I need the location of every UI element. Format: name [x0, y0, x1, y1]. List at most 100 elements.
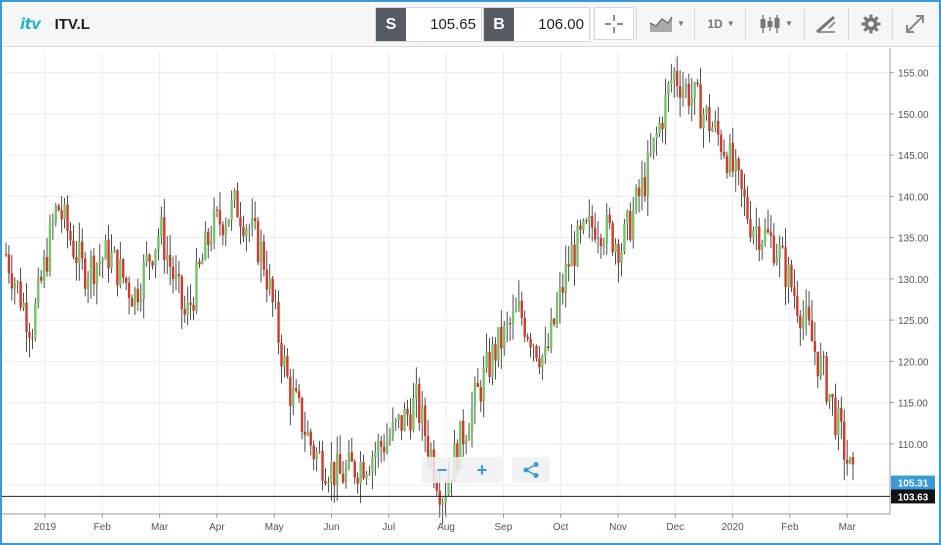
candle-body[interactable] [227, 219, 230, 226]
candle-body[interactable] [344, 467, 348, 483]
candle-body[interactable] [734, 158, 737, 172]
candle-body[interactable] [268, 278, 271, 290]
candle-body[interactable] [335, 454, 339, 486]
candle-body[interactable] [86, 279, 90, 289]
candle-body[interactable] [497, 326, 500, 361]
candle-body[interactable] [426, 435, 430, 457]
candle-body[interactable] [10, 273, 14, 289]
candle-body[interactable] [300, 397, 304, 432]
candle-body[interactable] [409, 414, 412, 431]
candle-body[interactable] [631, 210, 635, 240]
candle-body[interactable] [505, 323, 509, 326]
candle-body[interactable] [239, 217, 242, 227]
zoom-in-button[interactable]: + [476, 459, 488, 480]
candle-body[interactable] [658, 122, 661, 134]
candle-body[interactable] [640, 177, 644, 197]
candle-body[interactable] [544, 346, 547, 356]
candle-body[interactable] [242, 226, 245, 237]
candle-body[interactable] [716, 120, 720, 135]
candle-body[interactable] [315, 451, 318, 460]
candle-body[interactable] [459, 420, 462, 470]
candle-body[interactable] [708, 107, 711, 131]
candle-body[interactable] [72, 240, 75, 257]
candle-body[interactable] [473, 382, 477, 407]
candle-body[interactable] [157, 235, 160, 250]
candle-body[interactable] [116, 249, 119, 286]
candle-body[interactable] [429, 449, 433, 457]
candle-body[interactable] [81, 241, 84, 259]
candle-body[interactable] [491, 343, 494, 378]
candle-body[interactable] [561, 287, 565, 293]
candle-body[interactable] [127, 282, 131, 299]
candle-body[interactable] [479, 386, 482, 402]
candle-body[interactable] [233, 190, 236, 200]
candle-body[interactable] [365, 473, 368, 479]
candle-body[interactable] [511, 311, 515, 325]
candle-body[interactable] [66, 204, 69, 232]
candle-body[interactable] [388, 436, 392, 442]
candle-body[interactable] [168, 254, 172, 267]
candle-body[interactable] [330, 461, 333, 483]
candle-body[interactable] [576, 225, 579, 266]
candle-body[interactable] [567, 264, 570, 267]
candle-body[interactable] [711, 127, 714, 131]
candle-body[interactable] [746, 197, 749, 220]
candle-body[interactable] [834, 397, 837, 436]
candle-body[interactable] [385, 441, 389, 453]
candle-body[interactable] [297, 391, 301, 398]
candle-body[interactable] [646, 153, 650, 197]
candle-body[interactable] [470, 406, 474, 434]
candle-body[interactable] [737, 158, 740, 171]
candle-body[interactable] [784, 247, 787, 287]
candle-body[interactable] [303, 431, 307, 436]
candle-body[interactable] [552, 318, 556, 325]
candle-body[interactable] [16, 281, 19, 284]
candle-body[interactable] [75, 256, 78, 263]
candle-body[interactable] [649, 152, 652, 154]
candle-body[interactable] [605, 214, 609, 245]
candle-body[interactable] [69, 231, 72, 241]
candle-body[interactable] [529, 338, 532, 348]
candle-body[interactable] [822, 355, 825, 357]
candle-body[interactable] [28, 332, 31, 338]
candle-body[interactable] [467, 433, 471, 441]
sell-button[interactable]: S 105.65 [375, 7, 482, 42]
candle-body[interactable] [790, 264, 793, 288]
fullscreen-button[interactable] [899, 7, 931, 40]
candle-body[interactable] [174, 274, 178, 280]
candle-body[interactable] [207, 231, 210, 245]
candle-body[interactable] [441, 502, 444, 505]
candle-body[interactable] [749, 219, 752, 238]
candle-body[interactable] [189, 302, 192, 305]
candle-body[interactable] [122, 259, 125, 278]
candle-body[interactable] [719, 134, 723, 153]
candle-body[interactable] [626, 210, 629, 224]
candle-body[interactable] [39, 276, 43, 281]
candle-body[interactable] [796, 296, 799, 316]
candle-body[interactable] [397, 415, 400, 421]
candle-body[interactable] [294, 388, 298, 392]
candle-body[interactable] [382, 446, 386, 453]
crosshair-button[interactable] [594, 7, 634, 40]
candle-body[interactable] [614, 243, 617, 253]
candle-body[interactable] [215, 209, 219, 211]
candle-body[interactable] [629, 210, 632, 240]
candle-body[interactable] [634, 187, 638, 211]
candle-body[interactable] [602, 244, 606, 247]
candle-body[interactable] [119, 259, 122, 286]
candle-body[interactable] [283, 355, 286, 367]
drawing-tools-button[interactable] [810, 7, 842, 40]
candle-body[interactable] [438, 490, 441, 505]
candle-body[interactable] [277, 301, 280, 343]
candle-body[interactable] [204, 231, 207, 260]
candle-body[interactable] [538, 358, 541, 368]
candle-body[interactable] [435, 480, 439, 491]
candle-body[interactable] [230, 199, 233, 220]
candle-body[interactable] [696, 82, 699, 85]
candle-body[interactable] [743, 188, 746, 198]
candle-body[interactable] [456, 443, 459, 470]
candle-body[interactable] [585, 220, 588, 222]
candle-body[interactable] [171, 266, 175, 280]
candle-body[interactable] [661, 122, 664, 130]
candle-body[interactable] [160, 217, 163, 236]
